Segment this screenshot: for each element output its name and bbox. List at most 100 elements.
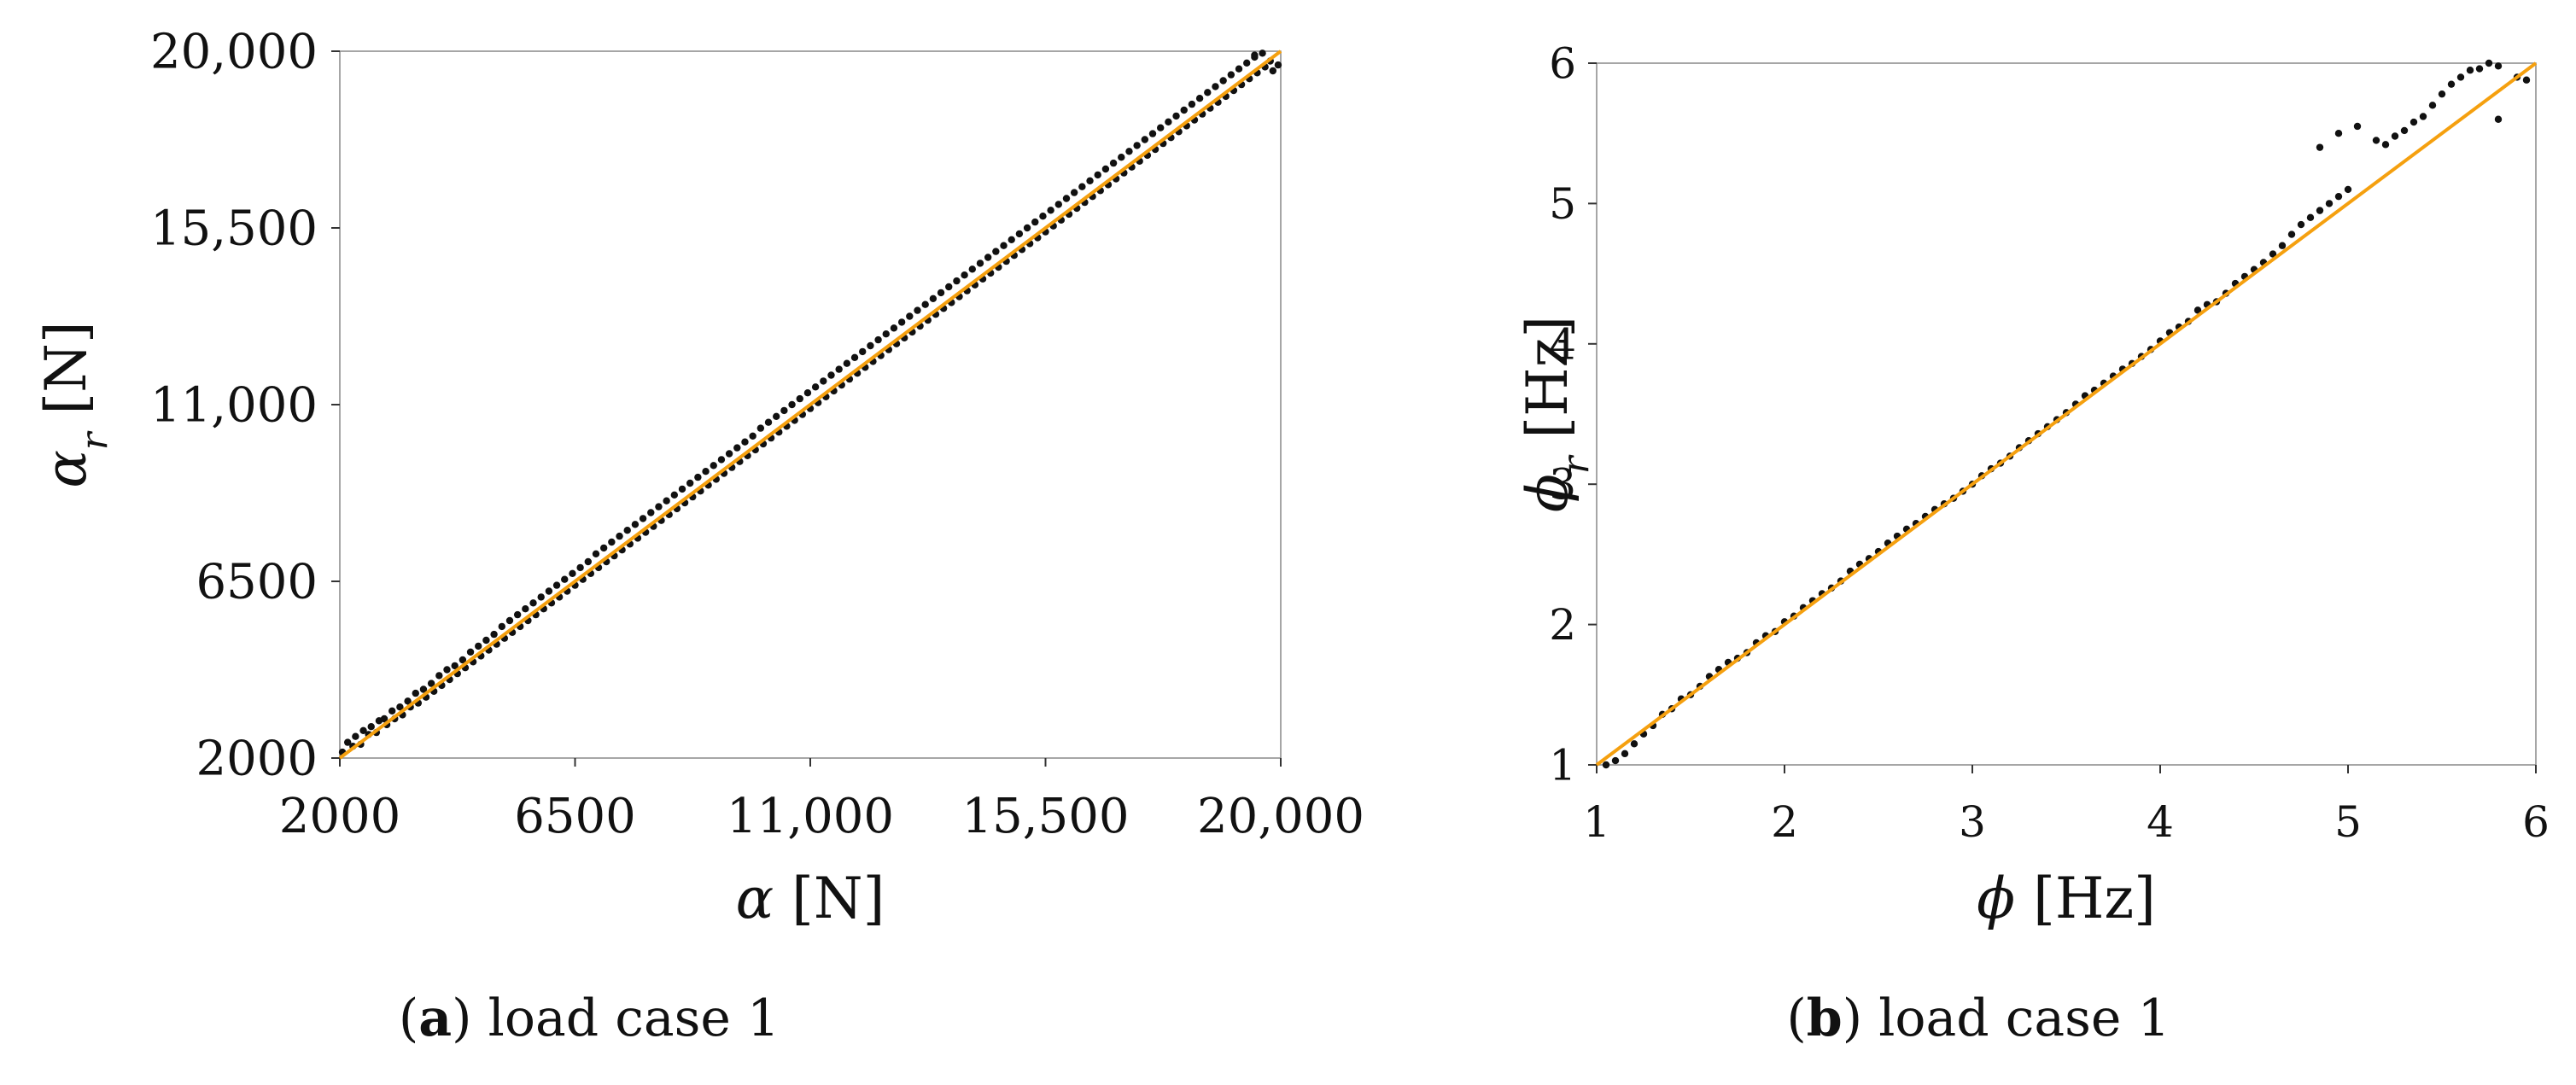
y-tick-label: 5 <box>1549 179 1576 229</box>
x-tick-label: 20,000 <box>1197 789 1364 844</box>
data-point <box>1602 761 1610 769</box>
data-point <box>678 485 686 493</box>
data-point <box>569 569 576 577</box>
data-point <box>811 383 820 391</box>
data-point <box>576 563 584 572</box>
data-point <box>639 515 647 522</box>
x-tick-label: 11,000 <box>727 789 894 844</box>
data-point <box>2419 113 2427 120</box>
y-tick-label: 20,000 <box>150 25 318 80</box>
data-point <box>1054 201 1063 208</box>
data-point <box>367 723 375 731</box>
data-point <box>1227 71 1235 79</box>
data-point <box>717 456 726 464</box>
data-point <box>584 557 593 566</box>
data-point <box>1251 51 1259 59</box>
data-point <box>702 468 710 475</box>
data-point <box>1212 83 1219 90</box>
data-point <box>359 726 367 734</box>
data-point <box>459 656 467 664</box>
x-tick-label: 1 <box>1583 797 1610 847</box>
y-tick-label: 2000 <box>196 732 318 787</box>
data-point <box>670 491 679 499</box>
data-point <box>2316 207 2324 214</box>
data-point <box>1621 750 1629 758</box>
data-point <box>1243 59 1251 67</box>
y-axis-unit: [Hz] <box>1515 316 1580 457</box>
y-axis-label: αr [N] <box>33 321 116 487</box>
x-tick-label: 2 <box>1771 797 1798 847</box>
data-point <box>914 306 921 314</box>
chart-panel-a: 2000 6500 11,000 15,500 20,000 2000 6500 11,000… <box>33 25 1364 931</box>
data-point <box>1109 159 1118 167</box>
y-axis-label: ϕr [Hz] <box>1515 316 1598 512</box>
data-point <box>764 418 773 426</box>
data-point <box>561 575 569 583</box>
data-point <box>2344 185 2352 194</box>
data-point <box>2456 73 2465 81</box>
data-point <box>2316 143 2324 151</box>
data-point <box>404 697 412 705</box>
x-tick-label: 2000 <box>279 789 401 844</box>
data-point <box>2381 141 2390 149</box>
data-point <box>545 587 553 595</box>
data-point <box>1235 65 1243 73</box>
y-tick-label: 2 <box>1549 600 1576 650</box>
y-axis-subscript: r <box>1555 454 1598 474</box>
data-point <box>1204 89 1212 96</box>
data-point <box>2391 132 2399 140</box>
data-point <box>2269 250 2277 258</box>
data-point <box>1219 77 1227 85</box>
data-point <box>513 610 522 619</box>
data-point <box>2193 306 2202 314</box>
data-point <box>796 394 803 403</box>
data-point <box>2494 62 2503 70</box>
data-point <box>968 265 976 273</box>
data-point <box>2372 137 2380 144</box>
data-point <box>2522 76 2531 84</box>
data-point <box>984 254 992 261</box>
data-point <box>1274 61 1282 69</box>
data-point <box>725 450 733 458</box>
data-point <box>2475 65 2484 73</box>
data-point <box>2334 130 2343 137</box>
data-point <box>435 672 443 680</box>
data-point <box>803 389 812 397</box>
data-point <box>498 622 505 631</box>
data-point <box>608 538 616 546</box>
plot-frame <box>1596 62 2537 766</box>
data-point <box>859 347 867 356</box>
data-point <box>961 271 968 279</box>
x-axis-label: ϕ [Hz] <box>1977 866 2156 931</box>
data-point <box>1165 118 1172 125</box>
data-point <box>380 715 388 723</box>
x-tick-label: 3 <box>1959 797 1986 847</box>
data-point <box>475 642 482 650</box>
caption-label-a: a <box>418 989 453 1048</box>
data-point <box>343 738 352 746</box>
data-point <box>388 707 396 715</box>
x-axis-unit: [Hz] <box>2015 866 2156 931</box>
data-point <box>1125 148 1133 155</box>
data-point <box>623 527 631 534</box>
data-point <box>1180 106 1188 114</box>
data-point <box>2410 118 2418 126</box>
data-point <box>537 593 545 601</box>
data-point <box>522 605 529 613</box>
data-point <box>2428 102 2437 109</box>
data-point <box>1023 224 1031 232</box>
data-point <box>2334 192 2343 201</box>
data-point <box>710 462 717 470</box>
data-point <box>1156 124 1165 131</box>
data-point <box>1118 154 1125 161</box>
data-point <box>466 648 475 656</box>
data-point <box>1148 130 1157 137</box>
data-point <box>1141 136 1149 143</box>
data-point <box>2325 200 2334 207</box>
data-point <box>396 703 404 711</box>
data-point <box>427 680 435 687</box>
data-point <box>733 444 741 452</box>
y-tick-label: 3 <box>1549 460 1576 510</box>
data-point <box>1062 195 1071 202</box>
data-point <box>647 509 655 516</box>
